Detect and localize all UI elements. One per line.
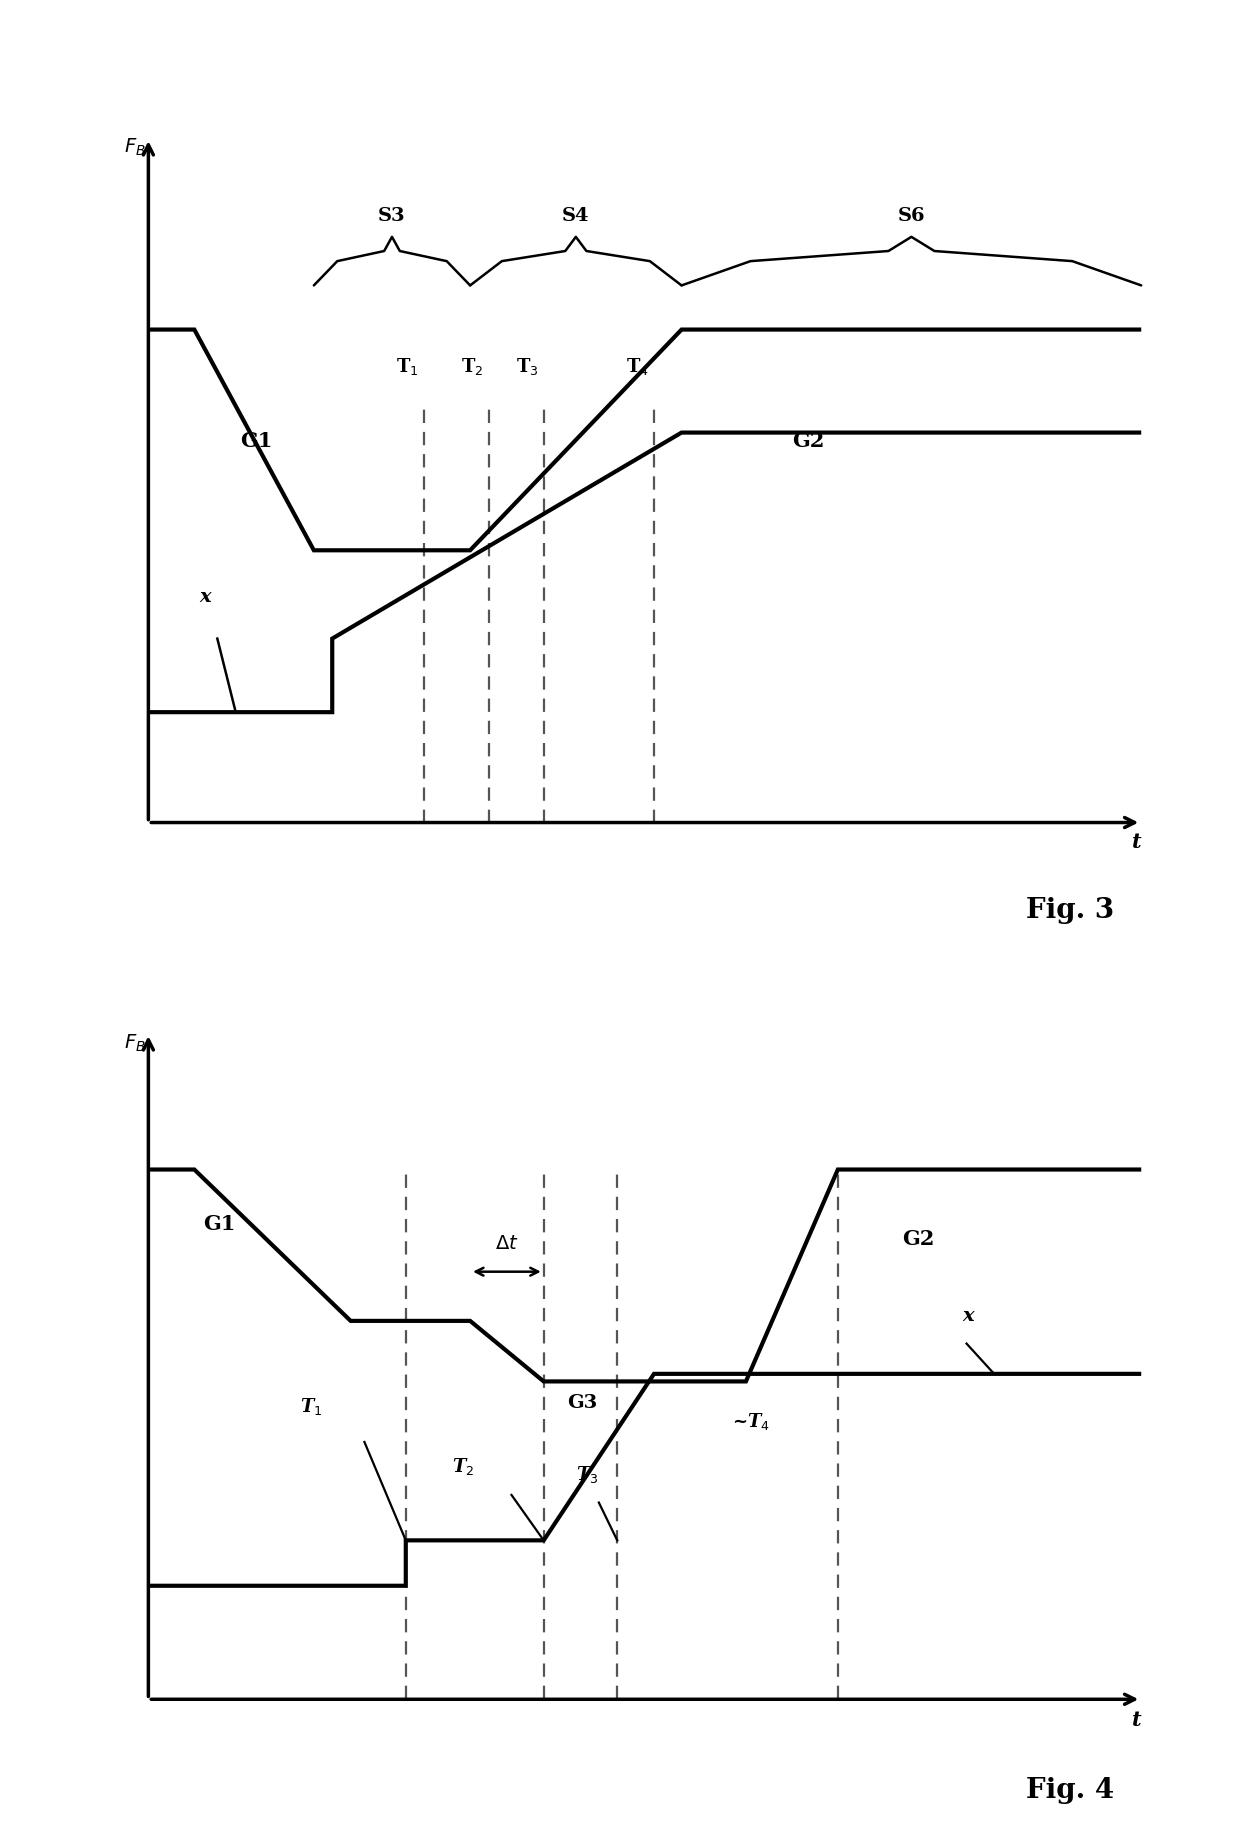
- Text: $F_B$: $F_B$: [124, 1033, 145, 1053]
- Text: $F_B$: $F_B$: [124, 137, 145, 159]
- Text: G1: G1: [241, 431, 273, 451]
- Text: G2: G2: [903, 1229, 935, 1249]
- Text: t: t: [1132, 1709, 1142, 1730]
- Text: T$_1$: T$_1$: [397, 357, 419, 377]
- Text: G2: G2: [792, 431, 825, 451]
- Text: G1: G1: [203, 1214, 236, 1234]
- Text: x: x: [198, 588, 211, 606]
- Text: T$_4$: T$_4$: [626, 357, 649, 377]
- Text: T$_3$: T$_3$: [516, 357, 538, 377]
- Text: Fig. 4: Fig. 4: [1025, 1776, 1114, 1804]
- Text: S4: S4: [562, 207, 589, 225]
- Text: t: t: [1132, 832, 1142, 852]
- Text: S3: S3: [378, 207, 405, 225]
- Text: Fig. 3: Fig. 3: [1025, 896, 1114, 924]
- Text: T$_3$: T$_3$: [575, 1464, 599, 1484]
- Text: $\Delta t$: $\Delta t$: [495, 1234, 518, 1253]
- Text: x: x: [962, 1307, 973, 1325]
- Text: G3: G3: [567, 1393, 596, 1412]
- Text: S6: S6: [898, 207, 925, 225]
- Text: T$_2$: T$_2$: [451, 1456, 474, 1477]
- Text: ~T$_4$: ~T$_4$: [732, 1410, 770, 1432]
- Text: T$_1$: T$_1$: [300, 1395, 322, 1417]
- Text: T$_2$: T$_2$: [461, 357, 484, 377]
